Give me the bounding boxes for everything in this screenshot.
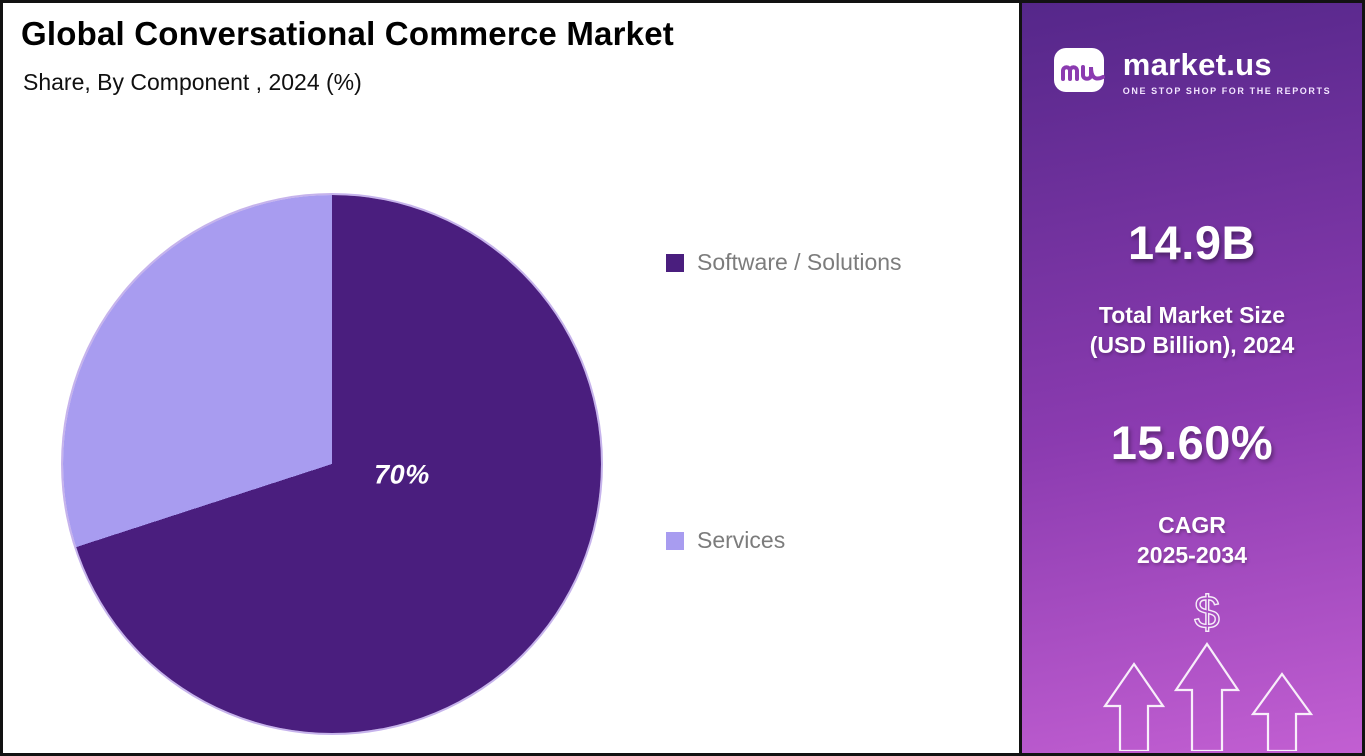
brand: market.us ONE STOP SHOP FOR THE REPORTS [1022, 45, 1362, 100]
stat-market-size-label-line1: Total Market Size [1098, 302, 1286, 328]
pie-slice-data-label: 70% [374, 459, 430, 490]
stat-market-size-label: Total Market Size (USD Billion), 2024 [1022, 301, 1362, 361]
stat-market-size-value: 14.9B [1128, 216, 1256, 269]
dollar-sign-icon: $ [1194, 586, 1220, 638]
legend-item-services: Services [666, 527, 785, 554]
stat-cagr-value: 15.60% [1110, 416, 1274, 469]
stat-cagr-label: CAGR 2025-2034 [1022, 511, 1362, 571]
page-title: Global Conversational Commerce Market [21, 15, 674, 52]
stat-cagr-label-line2: 2025-2034 [1137, 541, 1247, 568]
sidebar: market.us ONE STOP SHOP FOR THE REPORTS … [1019, 3, 1362, 753]
stat-market-size-label-line2: (USD Billion), 2024 [1089, 331, 1295, 358]
legend-swatch-services [666, 531, 684, 550]
brand-tagline: ONE STOP SHOP FOR THE REPORTS [1122, 86, 1332, 96]
brand-text: market.us ONE STOP SHOP FOR THE REPORTS [1123, 49, 1331, 96]
pie-chart: 70% [63, 195, 601, 733]
stat-cagr-label-line1: CAGR [1158, 512, 1226, 538]
page-subtitle: Share, By Component , 2024 (%) [23, 69, 362, 95]
legend-label-software: Software / Solutions [697, 249, 902, 275]
legend-item-software-solutions: Software / Solutions [666, 249, 902, 276]
growth-arrows-icon: $ [1022, 585, 1362, 753]
legend-swatch-software [666, 253, 684, 272]
market-us-logo-icon [1053, 45, 1111, 100]
legend-label-services: Services [697, 527, 786, 553]
chart-panel: Global Conversational Commerce Market Sh… [3, 3, 1019, 753]
brand-name: market.us [1122, 47, 1272, 82]
